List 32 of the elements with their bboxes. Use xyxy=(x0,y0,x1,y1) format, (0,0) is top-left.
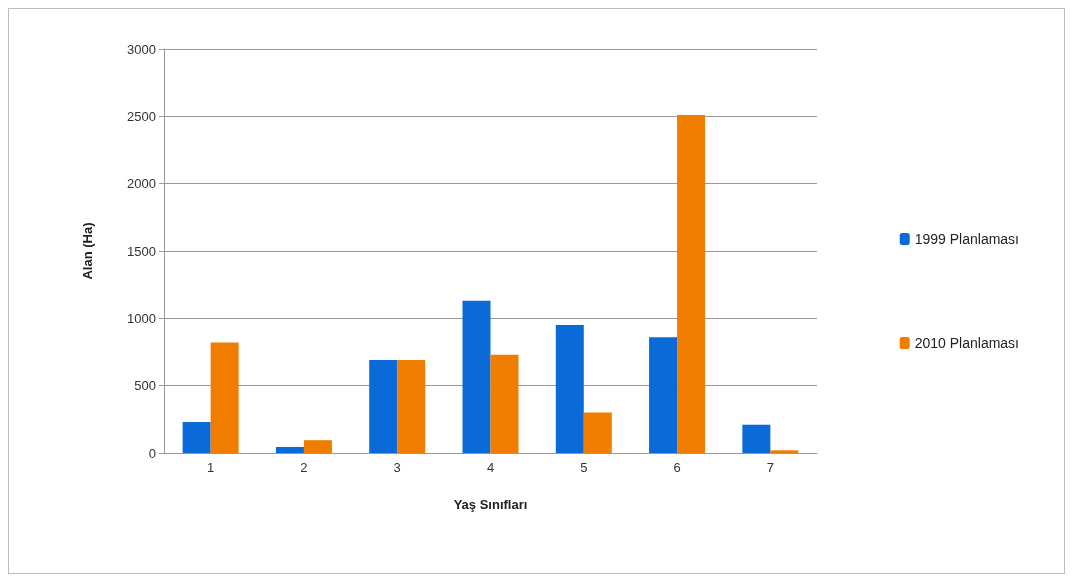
bar xyxy=(210,342,239,453)
y-axis-title: Alan (Ha) xyxy=(80,222,95,280)
x-tick-label: 3 xyxy=(393,460,401,475)
x-axis-title: Yaş Sınıfları xyxy=(453,497,528,512)
bar xyxy=(490,354,519,453)
x-tick-label: 5 xyxy=(580,460,588,475)
bar xyxy=(303,440,332,453)
bar xyxy=(275,446,304,453)
bar xyxy=(770,450,799,453)
y-tick-label: 0 xyxy=(148,445,156,461)
bar xyxy=(555,325,584,453)
bar xyxy=(677,114,706,453)
y-tick-label: 2000 xyxy=(127,176,156,192)
x-tick-label: 7 xyxy=(766,460,774,475)
y-tick-label: 3000 xyxy=(127,41,156,57)
y-tick-label: 1000 xyxy=(127,310,156,326)
x-tick-label: 6 xyxy=(673,460,681,475)
bar xyxy=(369,360,398,453)
bar xyxy=(649,337,678,453)
x-tick-label: 1 xyxy=(207,460,215,475)
bar xyxy=(182,422,211,453)
x-tick-label: 2 xyxy=(300,460,308,475)
x-tick-label: 4 xyxy=(486,460,495,475)
bar xyxy=(583,412,612,453)
legend-label: 2010 Planlaması xyxy=(914,335,1020,351)
y-tick-label: 1500 xyxy=(127,243,156,259)
bar xyxy=(462,300,491,453)
y-tick-label: 2500 xyxy=(127,108,156,124)
bar xyxy=(397,360,426,453)
legend-label: 1999 Planlaması xyxy=(914,231,1020,247)
y-tick-label: 500 xyxy=(134,378,156,394)
bar xyxy=(742,424,771,453)
